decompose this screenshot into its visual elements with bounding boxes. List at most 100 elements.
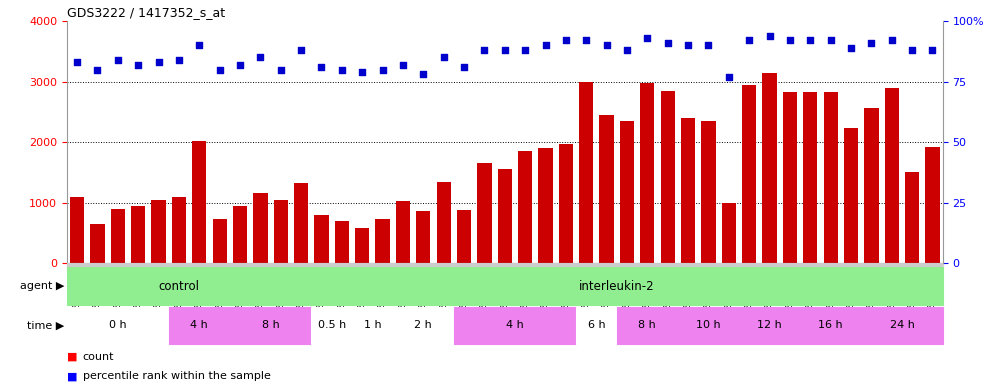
Text: GDS3222 / 1417352_s_at: GDS3222 / 1417352_s_at	[67, 5, 225, 18]
Point	[884, 37, 899, 43]
Bar	[454, 307, 576, 344]
Bar	[739, 307, 800, 344]
Point	[192, 42, 208, 48]
Point	[843, 45, 859, 51]
Bar	[253, 194, 268, 263]
Text: 4 h: 4 h	[191, 320, 209, 331]
Point	[802, 37, 818, 43]
Text: 1 h: 1 h	[364, 320, 381, 331]
Point	[537, 42, 553, 48]
Point	[518, 47, 533, 53]
Bar	[233, 205, 247, 263]
Point	[701, 42, 716, 48]
Point	[864, 40, 880, 46]
Bar	[742, 84, 757, 263]
Bar	[641, 83, 654, 263]
Bar	[457, 210, 471, 263]
Point	[660, 40, 676, 46]
Bar	[393, 307, 454, 344]
Text: ■: ■	[67, 352, 78, 362]
Bar	[172, 197, 186, 263]
Point	[212, 66, 227, 73]
Bar	[861, 307, 943, 344]
Bar	[355, 228, 369, 263]
Bar	[437, 182, 451, 263]
Point	[721, 74, 737, 80]
Point	[762, 33, 777, 39]
Bar	[111, 209, 125, 263]
Point	[314, 64, 330, 70]
Text: 4 h: 4 h	[506, 320, 523, 331]
Point	[680, 42, 696, 48]
Bar	[498, 169, 512, 263]
Point	[436, 55, 452, 61]
Bar	[803, 93, 818, 263]
Text: 0.5 h: 0.5 h	[318, 320, 345, 331]
Bar	[678, 307, 739, 344]
Bar	[70, 197, 85, 263]
Point	[396, 61, 411, 68]
Bar	[885, 88, 899, 263]
Point	[558, 37, 574, 43]
Point	[130, 61, 146, 68]
Bar	[477, 163, 492, 263]
Bar	[416, 211, 430, 263]
Bar	[925, 147, 940, 263]
Point	[476, 47, 492, 53]
Point	[579, 37, 594, 43]
Text: percentile rank within the sample: percentile rank within the sample	[83, 371, 271, 381]
Text: control: control	[158, 280, 200, 293]
Bar	[152, 200, 165, 263]
Bar	[763, 73, 776, 263]
Bar	[518, 151, 532, 263]
Bar	[599, 115, 614, 263]
Text: 24 h: 24 h	[890, 320, 914, 331]
Text: 8 h: 8 h	[262, 320, 279, 331]
Bar	[538, 148, 553, 263]
Text: 6 h: 6 h	[587, 320, 605, 331]
Point	[375, 66, 391, 73]
Point	[334, 66, 349, 73]
Bar	[864, 108, 879, 263]
Bar	[617, 307, 678, 344]
Bar	[905, 172, 919, 263]
Point	[904, 47, 920, 53]
Bar	[824, 92, 837, 263]
Bar	[352, 307, 393, 344]
Point	[232, 61, 248, 68]
Text: 8 h: 8 h	[639, 320, 656, 331]
Point	[110, 57, 126, 63]
Point	[782, 37, 798, 43]
Point	[925, 47, 941, 53]
Bar	[580, 82, 593, 263]
Point	[293, 47, 309, 53]
Text: interleukin-2: interleukin-2	[579, 280, 654, 293]
Text: 0 h: 0 h	[109, 320, 127, 331]
Text: ■: ■	[67, 371, 78, 381]
Bar	[311, 307, 352, 344]
Bar	[681, 118, 696, 263]
Bar	[213, 220, 226, 263]
Bar	[660, 91, 675, 263]
Point	[598, 42, 614, 48]
Point	[253, 55, 269, 61]
Point	[823, 37, 838, 43]
Bar	[702, 121, 715, 263]
Point	[69, 59, 85, 65]
Text: count: count	[83, 352, 114, 362]
Bar	[314, 215, 329, 263]
Text: 12 h: 12 h	[757, 320, 782, 331]
Bar	[335, 221, 349, 263]
Bar	[131, 205, 146, 263]
Bar	[67, 267, 291, 305]
Point	[640, 35, 655, 41]
Bar	[559, 144, 573, 263]
Point	[354, 69, 370, 75]
Bar	[721, 203, 736, 263]
Bar	[168, 307, 230, 344]
Bar	[576, 307, 617, 344]
Bar	[396, 201, 410, 263]
Bar	[230, 307, 311, 344]
Text: 2 h: 2 h	[414, 320, 432, 331]
Point	[741, 37, 757, 43]
